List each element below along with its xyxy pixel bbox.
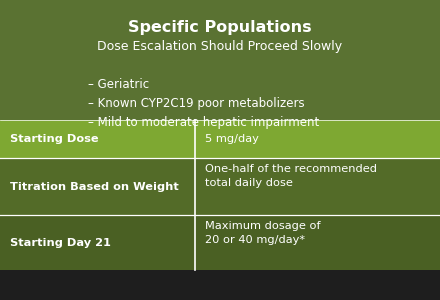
Text: – Geriatric: – Geriatric bbox=[88, 78, 149, 91]
Text: – Mild to moderate hepatic impairment: – Mild to moderate hepatic impairment bbox=[88, 116, 319, 129]
Text: 5 mg/day: 5 mg/day bbox=[205, 134, 259, 144]
Bar bbox=[0, 158, 440, 215]
Bar bbox=[0, 0, 440, 120]
Text: Dose Escalation Should Proceed Slowly: Dose Escalation Should Proceed Slowly bbox=[97, 40, 343, 53]
Text: Starting Dose: Starting Dose bbox=[10, 134, 99, 144]
Text: Titration Based on Weight: Titration Based on Weight bbox=[10, 182, 179, 191]
Text: Specific Populations: Specific Populations bbox=[128, 20, 312, 35]
Bar bbox=[0, 120, 440, 158]
Text: Maximum dosage of
20 or 40 mg/day*: Maximum dosage of 20 or 40 mg/day* bbox=[205, 221, 321, 245]
Text: One-half of the recommended
total daily dose: One-half of the recommended total daily … bbox=[205, 164, 377, 188]
Text: – Known CYP2C19 poor metabolizers: – Known CYP2C19 poor metabolizers bbox=[88, 97, 304, 110]
Bar bbox=[0, 215, 440, 270]
Text: Starting Day 21: Starting Day 21 bbox=[10, 238, 111, 248]
